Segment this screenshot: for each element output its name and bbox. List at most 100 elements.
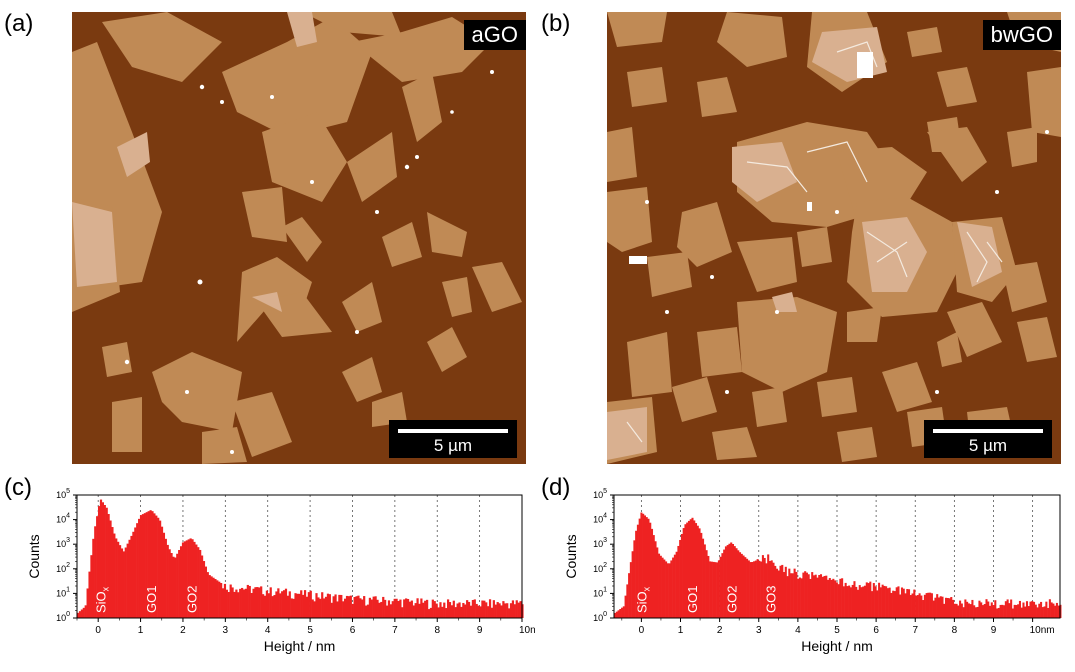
histogram-bar [1048,599,1051,618]
histogram-bar [1043,606,1046,618]
histogram-bar [467,601,471,618]
histogram-bar [414,603,417,618]
histogram-bar [469,605,473,618]
x-tick-label: 7 [392,625,398,636]
x-tick-label: 10nm [519,625,535,636]
histogram-bar [966,601,969,618]
afm-image-b: bwGO 5 µm [607,12,1061,464]
x-tick-label: 5 [307,625,313,636]
peak-label: SiOx [634,586,651,613]
histogram-bar [740,553,743,618]
histogram-bar [82,607,85,618]
histogram-bar [812,575,815,618]
y-tick-exponent: 4 [603,513,607,520]
histogram-bar [233,591,236,618]
histogram-bar [834,580,837,618]
histogram-bar [735,548,738,618]
histogram-bar [286,595,289,618]
histogram-bar [798,577,801,618]
histogram-bar [915,595,918,618]
scale-bar-line-a [398,429,508,433]
y-tick-label: 101 [56,586,70,598]
histogram-bar [675,551,678,618]
histogram-bar [349,595,352,618]
histogram-bar [195,544,198,618]
histogram-bar [252,588,255,618]
histogram-bar [731,544,735,618]
histogram-bar [909,595,912,618]
histogram-bar [656,547,659,618]
histogram-bar [281,591,284,618]
histogram-bar [345,595,349,618]
histogram-bar [136,523,139,618]
histogram-bar [403,599,406,618]
histogram-bar [879,587,882,618]
histogram-bar [200,555,204,618]
histogram-bar [239,588,242,618]
histogram-bar [260,586,263,618]
y-tick-exponent: 1 [603,586,607,593]
histogram-bar [445,608,448,618]
histogram-bar [364,605,368,618]
histogram-bar [872,583,875,618]
histogram-bar [964,599,967,618]
histogram-bar [303,590,307,618]
histogram-bar [790,573,793,618]
histogram-bar [454,607,457,618]
histogram-bar [1050,602,1053,618]
histogram-bar [429,607,433,618]
histogram-bar [357,595,360,618]
histogram-bar [178,550,181,618]
histogram-bar [235,589,238,618]
histogram-bar [781,564,784,618]
histogram-bar [645,517,648,618]
histogram-bar [959,600,962,618]
histogram-bar [405,598,408,618]
scale-bar-b: 5 µm [924,420,1052,458]
histogram-bar [867,583,870,618]
histogram-bar [159,520,162,618]
histogram-bar [361,599,364,618]
histogram-bar [737,550,740,618]
histogram-bar [992,605,995,618]
histogram-bar [1001,604,1004,618]
histogram-bar [420,598,423,618]
y-tick-exponent: 4 [66,513,70,520]
histogram-bar [168,549,171,618]
histogram-bar [768,560,771,618]
histogram-bar [770,560,773,618]
histogram-bar [650,528,654,618]
histogram-bar [1027,606,1030,618]
histogram-bar [733,546,736,618]
histogram-bar [1034,604,1037,618]
peak-label: GO3 [763,586,778,613]
histogram-bar [842,586,845,618]
scale-bar-label-b: 5 µm [968,436,1008,455]
histogram-bar [294,593,297,618]
histogram-bar [181,542,185,618]
histogram-bar [399,599,402,618]
histogram-bar [703,544,706,618]
y-tick-exponent: 5 [66,488,70,495]
histogram-bar [290,598,293,618]
histogram-bar [874,586,877,618]
histogram-bar [506,603,509,618]
histogram-bar [994,600,997,618]
histogram-d: 100 101 102 103 104 105 0 1 2 3 4 5 6 7 8 9 10nm Height /… [535,480,1075,672]
histogram-bar [515,600,518,618]
histogram-bar [709,561,712,618]
histogram-bar [672,557,675,618]
histogram-bar [638,518,641,618]
histogram-bar [819,574,823,618]
histogram-bar [913,589,916,618]
histogram-bar [920,595,923,618]
x-tick-label: 4 [265,625,271,636]
histogram-bar [384,599,387,618]
peak-label: GO2 [184,586,199,613]
histogram-bar [721,553,724,618]
sample-tag-a: aGO [463,20,526,50]
histogram-bar [649,522,652,618]
histogram-bar [221,588,225,618]
y-tick-label: 100 [593,611,607,623]
